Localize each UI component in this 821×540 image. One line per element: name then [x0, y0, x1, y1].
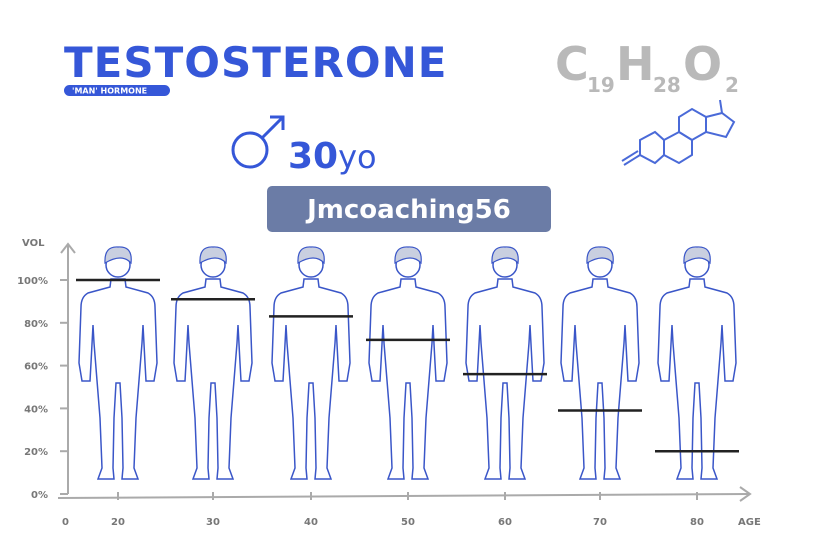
svg-text:H: H [616, 37, 655, 91]
y-axis-label: VOL [22, 238, 45, 249]
body-outline [368, 278, 448, 480]
y-tick-label: 60% [24, 362, 48, 373]
chart-axes [57, 242, 752, 502]
title: TESTOSTERONE [64, 38, 447, 87]
figure-age-80: 80 [655, 246, 739, 528]
x-tick-label: 40 [304, 517, 318, 528]
x-tick-label: 20 [111, 517, 125, 528]
body-outline [78, 278, 158, 480]
body-outline [657, 278, 737, 480]
watermark-badge [267, 186, 551, 232]
svg-text:O: O [683, 37, 722, 91]
hair [683, 246, 711, 265]
hair [586, 246, 614, 265]
body-outline [173, 278, 253, 480]
y-tick-label: 40% [24, 404, 48, 415]
chemical-formula: C 19 H 28 O 2 [555, 37, 739, 97]
svg-text:28: 28 [653, 73, 681, 97]
body-outline [271, 278, 351, 480]
y-tick-label: 100% [17, 276, 48, 287]
hair [297, 246, 325, 265]
x-tick-label: 60 [498, 517, 512, 528]
x-origin-label: 0 [62, 517, 69, 528]
figure-age-20: 20 [76, 246, 160, 528]
y-tick-label: 80% [24, 319, 48, 330]
subtitle-pill [64, 85, 170, 96]
hair [394, 246, 422, 265]
body-outline [560, 278, 640, 480]
x-axis-label: AGE [738, 517, 761, 528]
y-tick-label: 0% [31, 490, 48, 501]
body-outline [465, 278, 545, 480]
hair [104, 246, 132, 265]
figure-age-70: 70 [558, 246, 642, 528]
hair [491, 246, 519, 265]
figure-age-40: 40 [269, 246, 353, 528]
x-tick-label: 50 [401, 517, 415, 528]
x-tick-label: 70 [593, 517, 607, 528]
x-tick-label: 30 [206, 517, 220, 528]
svg-text:C: C [555, 37, 589, 91]
svg-text:19: 19 [587, 73, 615, 97]
figure-age-50: 50 [366, 246, 450, 528]
figure-age-60: 60 [463, 246, 547, 528]
hair [199, 246, 227, 265]
x-tick-label: 80 [690, 517, 704, 528]
y-tick-label: 20% [24, 447, 48, 458]
male-symbol-icon [231, 115, 285, 169]
svg-text:2: 2 [725, 73, 739, 97]
subtitle: 'MAN' HORMONE [72, 87, 147, 96]
figure-age-30: 30 [171, 246, 255, 528]
steroid-structure-icon [621, 99, 736, 166]
age-label: 30yo [288, 136, 377, 177]
watermark-text: Jmcoaching56 [305, 195, 511, 225]
